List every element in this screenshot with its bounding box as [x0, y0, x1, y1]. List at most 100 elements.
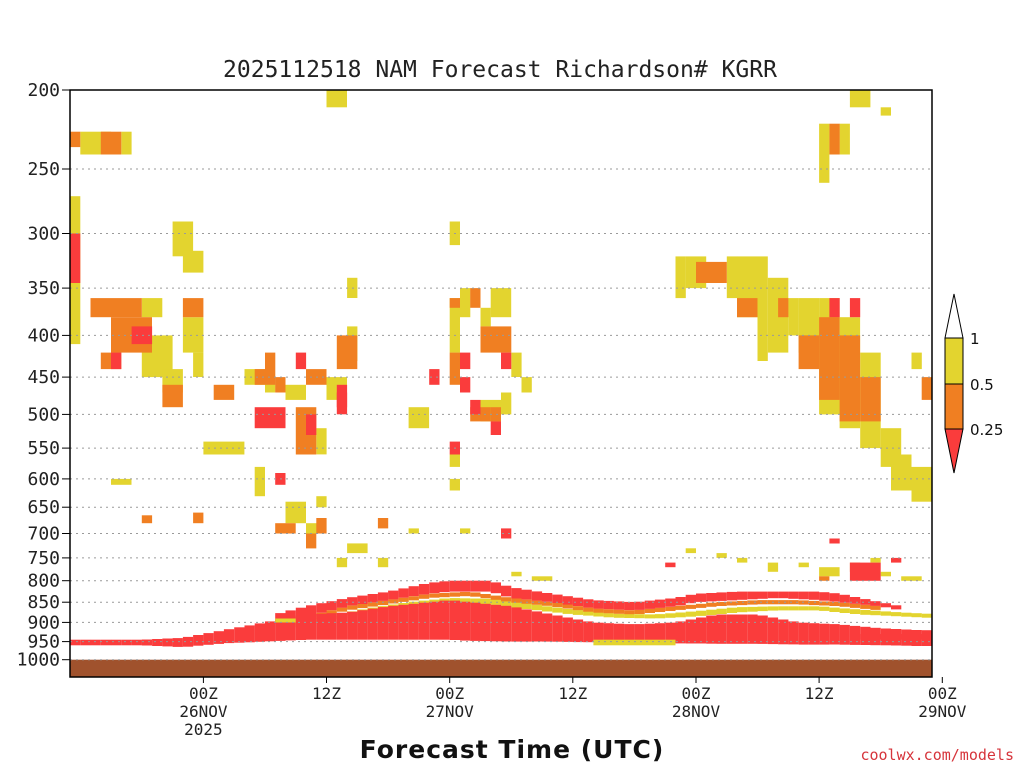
ri-cell-r1 [839, 608, 850, 613]
credit-link[interactable]: coolwx.com/models [860, 746, 1014, 764]
ri-cell-lt025 [849, 597, 861, 604]
ri-cell-r1 [542, 606, 553, 612]
ri-cell-r05 [798, 335, 820, 370]
colorbar-label-0.25: 0.25 [970, 421, 1003, 439]
ri-cell-r1 [726, 607, 738, 613]
ri-cell-lt025 [747, 614, 758, 644]
ri-cell-r1 [819, 123, 830, 183]
chart-title: 2025112518 NAM Forecast Richardson# KGRR [223, 57, 777, 83]
ri-cell-r05 [726, 601, 738, 606]
y-tick-label: 950 [27, 632, 60, 653]
ri-cell-r1 [306, 523, 327, 534]
ri-cell-lt025 [357, 595, 368, 604]
ri-cell-lt025 [429, 601, 440, 640]
ri-cell-lt025 [470, 399, 481, 415]
ri-cell-r1 [470, 598, 481, 605]
ri-cell-r1 [501, 392, 512, 415]
ri-cell-lt025 [336, 599, 348, 608]
ri-cell-r05 [480, 326, 512, 353]
ri-cell-lt025 [552, 615, 563, 642]
ri-cell-r1 [511, 571, 522, 577]
ri-cell-r05 [490, 407, 501, 422]
ri-cell-r05 [778, 298, 789, 318]
ri-cell-r1 [706, 609, 717, 615]
y-tick-label: 1000 [17, 650, 60, 671]
ri-cell-r1 [572, 610, 584, 615]
ri-cell-r1 [911, 352, 922, 370]
y-tick-label: 450 [27, 367, 60, 388]
ri-cell-r05 [737, 298, 758, 318]
ri-cell-lt025 [562, 596, 573, 605]
y-tick-label: 900 [27, 612, 60, 633]
ri-cell-lt025 [172, 638, 183, 647]
ri-cell-r1 [275, 618, 296, 623]
ri-cell-lt025 [223, 629, 235, 644]
ri-cell-lt025 [408, 586, 419, 597]
ri-cell-r05 [141, 515, 153, 524]
ri-cell-r05 [839, 602, 850, 607]
ri-cell-r1 [911, 466, 932, 502]
ri-cell-lt025 [696, 593, 707, 602]
ri-cell-r05 [388, 599, 399, 604]
ri-cell-lt025 [265, 621, 276, 642]
ri-cell-lt025 [131, 639, 142, 646]
ri-cell-lt025 [716, 592, 727, 601]
ri-cell-r05 [870, 605, 881, 610]
ri-cell-lt025 [244, 625, 255, 643]
ri-cell-r1 [285, 384, 306, 400]
ri-cell-lt025 [111, 352, 122, 370]
ri-cell-r05 [542, 601, 553, 606]
ri-cell-r05 [849, 603, 861, 608]
ri-cell-lt025 [418, 584, 430, 595]
ri-cell-lt025 [460, 352, 471, 370]
x-tick-label: 00Z [928, 684, 957, 703]
y-tick-label: 500 [27, 404, 60, 425]
ri-cell-lt025 [891, 605, 902, 610]
ri-cell-r1 [880, 611, 891, 616]
ri-cell-lt025 [141, 639, 153, 646]
ri-cell-r05 [521, 599, 532, 604]
ri-cell-r05 [377, 518, 389, 529]
ri-cell-r1 [726, 256, 738, 299]
ri-cell-r1 [819, 606, 830, 611]
ri-cell-lt025 [336, 384, 348, 415]
ri-cell-r05 [511, 598, 522, 603]
ri-cell-lt025 [839, 594, 850, 603]
ri-cell-lt025 [295, 352, 307, 370]
ri-cell-lt025 [819, 592, 830, 601]
ri-cell-r1 [870, 557, 881, 563]
ri-cell-r1 [737, 557, 748, 563]
ri-cell-lt025 [398, 604, 409, 640]
ri-cell-lt025 [306, 614, 317, 640]
ri-cell-r1 [316, 428, 327, 455]
richardson-cells [70, 90, 932, 647]
ri-cell-lt025 [572, 619, 584, 643]
ri-cell-r05 [275, 523, 296, 534]
ri-cell-lt025 [306, 414, 317, 435]
ri-cell-lt025 [593, 622, 604, 643]
ri-cell-r05 [685, 604, 696, 609]
y-tick-label: 200 [27, 80, 60, 101]
ri-cell-r1 [490, 288, 512, 318]
ri-cell-lt025 [675, 597, 686, 606]
ri-cell-r05 [490, 595, 501, 600]
colorbar: 1 0.5 0.25 [944, 293, 1003, 474]
ri-cell-lt025 [449, 580, 460, 592]
ri-cell-lt025 [285, 617, 296, 641]
ri-cell-r05 [696, 603, 707, 608]
ri-cell-lt025 [593, 600, 604, 609]
ri-cell-lt025 [182, 636, 194, 647]
ri-cell-r05 [306, 533, 317, 549]
x-tick-label: 2025 [184, 720, 223, 739]
ri-cell-r05 [829, 601, 840, 606]
ri-cell-lt025 [439, 581, 450, 593]
ri-cell-r1 [449, 298, 460, 353]
ri-cell-lt025 [470, 602, 481, 641]
colorbar-bin-025-05 [944, 383, 964, 430]
ri-cell-r1 [562, 609, 573, 614]
ri-cell-r1 [449, 478, 460, 491]
ri-cell-r1 [716, 608, 727, 614]
ri-cell-r1 [685, 611, 696, 617]
ri-cell-r1 [613, 613, 625, 618]
ri-cell-r05 [408, 596, 419, 601]
